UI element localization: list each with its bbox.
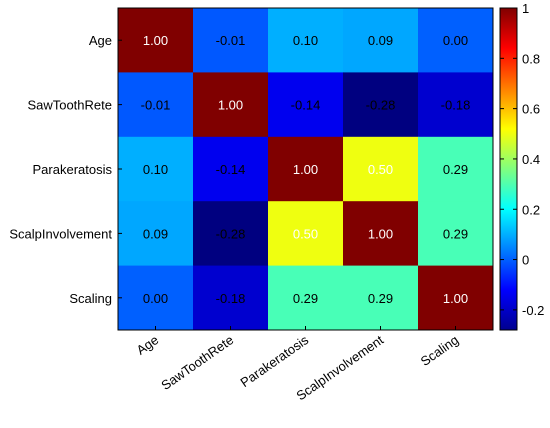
cell-value-label: -0.28 (216, 226, 246, 241)
row-tick-label: Parakeratosis (33, 162, 113, 177)
cell-value-label: 0.29 (368, 291, 393, 306)
heatmap-cells: 1.00 -0.01 0.10 0.09 0.00 -0.01 1.00 -0.14 -0.28… (118, 8, 494, 331)
colorbar-tick-label: 0.4 (522, 152, 540, 167)
heatmap-cell (193, 8, 269, 73)
column-tick-label: SawToothRete (158, 332, 236, 393)
cell-value-label: -0.14 (291, 98, 321, 113)
row-tick-label: ScalpInvolvement (9, 226, 112, 241)
heatmap-cell (343, 201, 419, 267)
cell-value-label: -0.01 (216, 33, 246, 48)
column-tick-label: Parakeratosis (238, 332, 312, 390)
cell-value-label: 0.10 (293, 33, 318, 48)
heatmap-cell (193, 136, 269, 202)
heatmap-cell (118, 8, 194, 73)
heatmap-cell (343, 265, 419, 331)
cell-value-label: 0.50 (368, 162, 393, 177)
row-tick-label: Scaling (69, 291, 112, 306)
cell-value-label: 0.09 (143, 226, 168, 241)
heatmap-cell (418, 136, 494, 202)
heatmap-cell (343, 136, 419, 202)
heatmap-cell (343, 72, 419, 138)
plot-frame (117, 7, 494, 331)
colorbar-tick-label: 0.6 (522, 102, 540, 117)
heatmap-cell (118, 201, 194, 267)
heatmap-cell (268, 265, 344, 331)
cell-value-label: 0.29 (443, 226, 468, 241)
cell-value-label: 0.09 (368, 33, 393, 48)
heatmap-cell (418, 265, 494, 331)
cell-value-label: -0.01 (141, 98, 171, 113)
heatmap-cell (268, 72, 344, 138)
cell-value-label: 0.00 (143, 291, 168, 306)
colorbar-tick-label: 1 (522, 1, 529, 16)
cell-value-label: 0.00 (443, 33, 468, 48)
heatmap-cell (418, 72, 494, 138)
heatmap-cell (268, 201, 344, 267)
heatmap-cell (118, 72, 194, 138)
heatmap-cell (418, 201, 494, 267)
colorbar-tick-label: -0.2 (522, 303, 544, 318)
heatmap-cell (118, 136, 194, 202)
colorbar-gradient (499, 7, 518, 331)
colorbar-tick-label: 0.2 (522, 202, 540, 217)
cell-value-label: 0.10 (143, 162, 168, 177)
row-labels: Age SawToothRete Parakeratosis ScalpInvolve… (9, 33, 122, 306)
column-tick-label: Age (134, 332, 162, 358)
heatmap-cell (193, 72, 269, 138)
cell-value-label: -0.14 (216, 162, 246, 177)
cell-value-label: 1.00 (218, 98, 243, 113)
cell-value-label: -0.28 (366, 98, 396, 113)
cell-value-label: -0.18 (216, 291, 246, 306)
colorbar-tick-label: 0.8 (522, 51, 540, 66)
colorbar: 1 0.8 0.6 0.4 0.2 0 -0.2 (499, 1, 544, 331)
cell-value-label: -0.18 (441, 98, 471, 113)
cell-value-label: 0.29 (443, 162, 468, 177)
row-tick-label: Age (89, 33, 112, 48)
row-tick-label: SawToothRete (27, 98, 112, 113)
heatmap-cell (418, 8, 494, 73)
heatmap-cell (268, 136, 344, 202)
column-tick-label: Scaling (418, 332, 462, 369)
heatmap-cell (193, 201, 269, 267)
heatmap-cell (118, 265, 194, 331)
heatmap-cell (343, 8, 419, 73)
colorbar-tick-label: 0 (522, 253, 529, 268)
heatmap-cell (193, 265, 269, 331)
cell-value-label: 1.00 (293, 162, 318, 177)
cell-value-label: 1.00 (368, 226, 393, 241)
cell-value-label: 1.00 (143, 33, 168, 48)
cell-value-label: 0.29 (293, 291, 318, 306)
cell-value-label: 0.50 (293, 226, 318, 241)
cell-value-label: 1.00 (443, 291, 468, 306)
heatmap-cell (268, 8, 344, 73)
